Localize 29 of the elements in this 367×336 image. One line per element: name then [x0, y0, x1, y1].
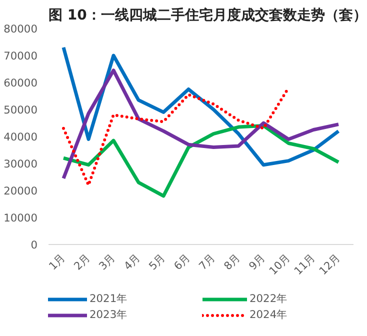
- line-series: [62, 46, 340, 167]
- x-tick-label: 2月: [71, 250, 94, 273]
- x-tick-label: 8月: [221, 250, 244, 273]
- y-tick-label: 40000: [4, 130, 38, 144]
- y-tick-label: 70000: [4, 50, 38, 62]
- legend-label: 2024年: [250, 308, 289, 322]
- line-series: [62, 68, 340, 180]
- x-tick-label: 1月: [46, 250, 68, 273]
- y-tick-label: 0: [30, 238, 38, 252]
- legend-label: 2022年: [250, 292, 289, 306]
- y-tick-label: 80000: [4, 22, 38, 36]
- y-tick-label: 10000: [4, 212, 38, 224]
- y-tick-label: 50000: [4, 104, 38, 116]
- x-tick-label: 4月: [121, 250, 144, 273]
- y-tick-label: 30000: [4, 158, 38, 170]
- x-tick-label: 11月: [292, 250, 318, 278]
- legend-label: 2021年: [90, 292, 129, 306]
- line-series: [62, 124, 340, 198]
- y-tick-label: 20000: [4, 184, 38, 198]
- x-tick-label: 7月: [196, 250, 218, 273]
- x-tick-label: 9月: [246, 250, 268, 273]
- x-tick-label: 12月: [316, 250, 344, 278]
- x-tick-label: 5月: [146, 250, 168, 273]
- x-tick-label: 6月: [171, 250, 194, 273]
- legend-label: 2023年: [90, 308, 129, 322]
- y-tick-label: 60000: [4, 76, 38, 90]
- x-tick-label: 3月: [96, 250, 118, 273]
- chart-title: 图 10：一线四城二手住宅月度成交套数走势（套）: [48, 6, 367, 24]
- x-tick-label: 10月: [266, 250, 294, 278]
